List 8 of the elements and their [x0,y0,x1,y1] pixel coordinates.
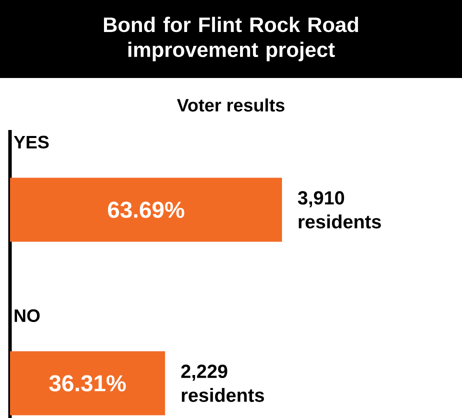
data-label: 63.69% [108,202,184,218]
y-tick-label: YES [14,136,49,148]
annotation: 2,229 residents [181,364,264,402]
text: 3,910 residents [298,191,381,228]
chart-subtitle: Voter results [176,98,284,112]
data-label: 36.31% [49,375,126,392]
chart-title: Bond for Flint Rock Road improvement project [104,16,358,62]
y-tick-label: NO [14,309,40,322]
